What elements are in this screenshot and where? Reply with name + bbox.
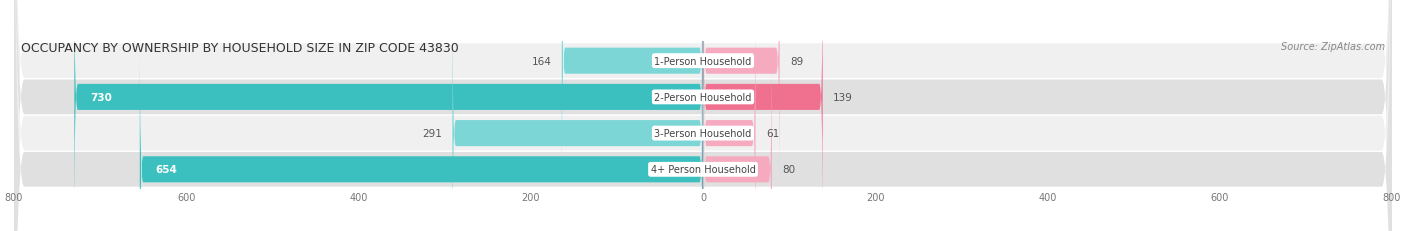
Text: 139: 139 xyxy=(832,92,853,103)
Text: 61: 61 xyxy=(766,128,779,139)
Text: 164: 164 xyxy=(531,56,551,66)
FancyBboxPatch shape xyxy=(703,2,755,231)
Text: 1-Person Household: 1-Person Household xyxy=(654,56,752,66)
Text: 89: 89 xyxy=(790,56,803,66)
FancyBboxPatch shape xyxy=(75,0,703,229)
FancyBboxPatch shape xyxy=(703,0,780,193)
FancyBboxPatch shape xyxy=(703,38,772,231)
FancyBboxPatch shape xyxy=(14,0,1392,231)
FancyBboxPatch shape xyxy=(139,38,703,231)
FancyBboxPatch shape xyxy=(14,0,1392,231)
Text: 654: 654 xyxy=(155,165,177,175)
Text: 730: 730 xyxy=(90,92,111,103)
FancyBboxPatch shape xyxy=(562,0,703,193)
Text: 3-Person Household: 3-Person Household xyxy=(654,128,752,139)
FancyBboxPatch shape xyxy=(453,2,703,231)
FancyBboxPatch shape xyxy=(14,0,1392,231)
Text: 2-Person Household: 2-Person Household xyxy=(654,92,752,103)
FancyBboxPatch shape xyxy=(703,0,823,229)
Text: 4+ Person Household: 4+ Person Household xyxy=(651,165,755,175)
Text: Source: ZipAtlas.com: Source: ZipAtlas.com xyxy=(1281,42,1385,52)
Text: 291: 291 xyxy=(422,128,441,139)
Text: 80: 80 xyxy=(782,165,796,175)
Text: OCCUPANCY BY OWNERSHIP BY HOUSEHOLD SIZE IN ZIP CODE 43830: OCCUPANCY BY OWNERSHIP BY HOUSEHOLD SIZE… xyxy=(21,42,458,55)
FancyBboxPatch shape xyxy=(14,0,1392,231)
